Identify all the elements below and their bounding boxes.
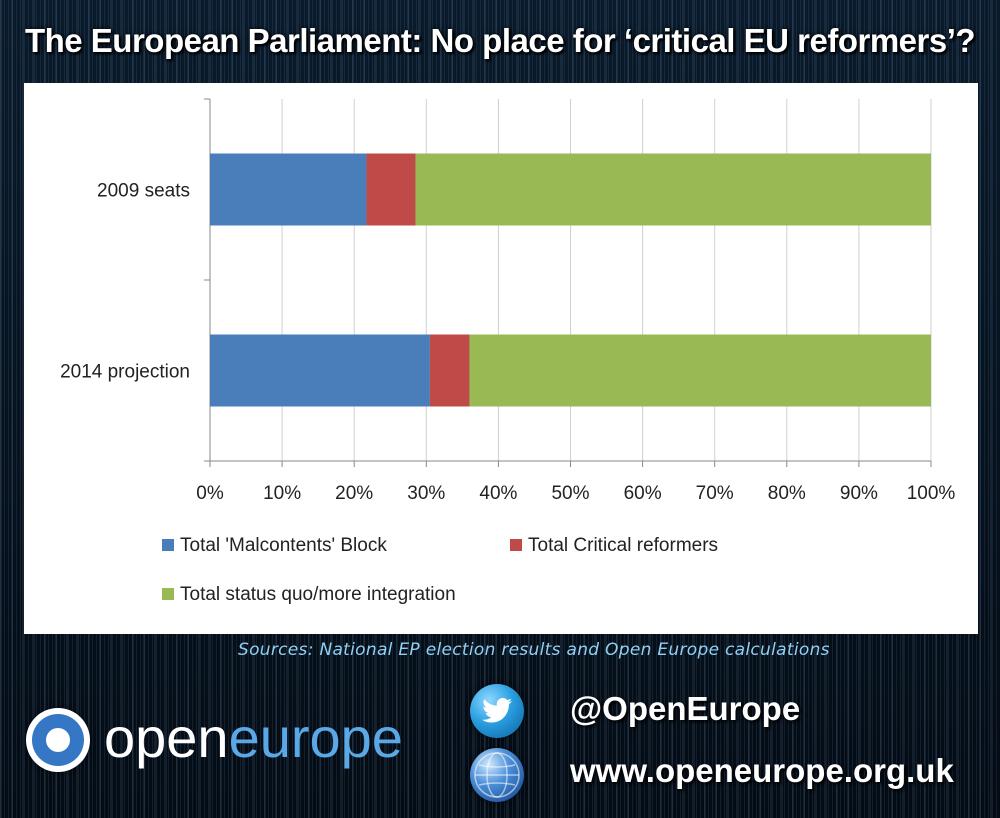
legend-label: Total Critical reformers [528,535,718,556]
x-tick-label: 0% [196,483,224,504]
x-tick-label: 30% [407,483,445,504]
x-tick-label: 60% [624,483,662,504]
twitter-handle[interactable]: @OpenEurope [570,690,801,727]
legend-label: Total 'Malcontents' Block [180,535,387,556]
x-tick-label: 20% [335,483,373,504]
logo-open-text: open [104,706,229,769]
x-tick-label: 90% [840,483,878,504]
sources-note: Sources: National EP election results an… [238,640,830,660]
open-europe-logo: openeurope [26,700,446,780]
twitter-bird-icon[interactable] [470,684,524,738]
bar-segment [210,334,430,407]
stacked-bar-chart: 0% 10% 20% 30% 40% 50% 60% 70% 80% 90% 100% 2009 se… [60,98,956,605]
legend-swatch [510,539,522,551]
category-label: 2014 projection [60,362,190,383]
x-tick-label: 10% [263,483,301,504]
globe-icon[interactable] [470,748,524,802]
x-tick-label: 50% [551,483,589,504]
x-tick-label: 80% [768,483,806,504]
x-tick-label: 40% [479,483,517,504]
bar-segment [415,153,931,226]
legend-swatch [162,539,174,551]
bar-segment [210,153,367,226]
website-url[interactable]: www.openeurope.org.uk [570,752,954,789]
logo-wordmark: openeurope [104,706,403,770]
chart-panel: 0% 10% 20% 30% 40% 50% 60% 70% 80% 90% 100% 2009 se… [24,83,978,634]
bar-segment [366,153,416,226]
bar-segment [429,334,470,407]
bar-segment [469,334,931,407]
legend-label: Total status quo/more integration [180,584,456,605]
x-tick-label: 70% [696,483,734,504]
chart-title: The European Parliament: No place for ‘c… [24,22,976,59]
category-label: 2009 seats [97,181,190,202]
legend-swatch [162,588,174,600]
logo-europe-text: europe [228,706,403,769]
logo-ring-icon [26,708,90,772]
x-tick-label: 100% [907,483,956,504]
